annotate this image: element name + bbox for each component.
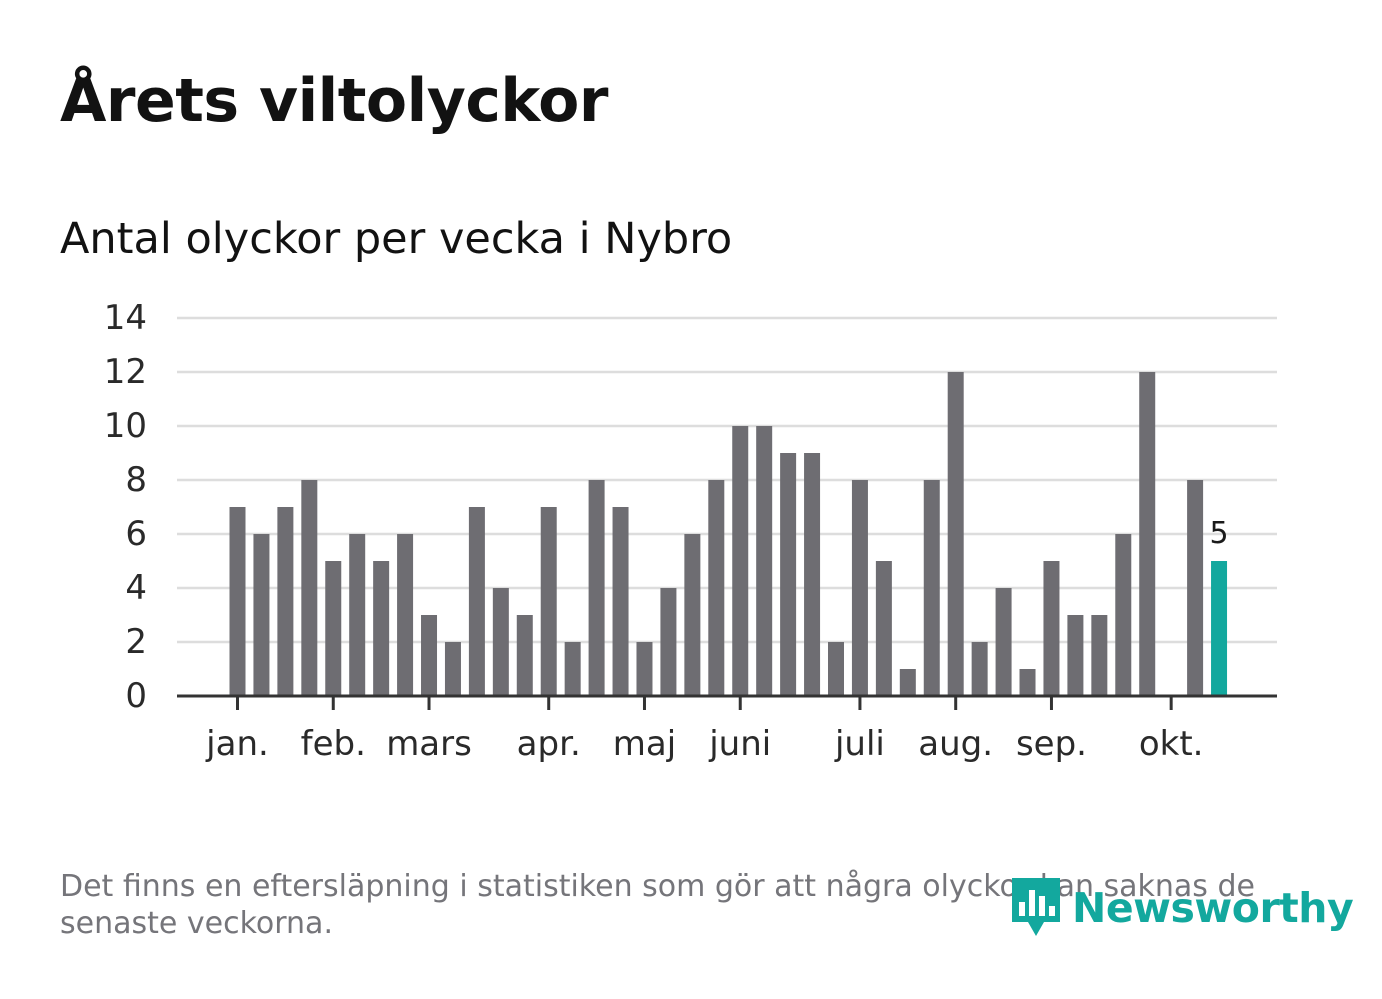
bar-week-27 — [851, 480, 868, 696]
x-tick-label-jan.: jan. — [205, 724, 269, 764]
bar-week-35 — [1043, 561, 1060, 696]
bar-week-7 — [373, 561, 390, 696]
y-tick-label-12: 12 — [104, 352, 147, 392]
x-tick-label-mars: mars — [386, 724, 472, 764]
y-tick-label-0: 0 — [125, 676, 147, 716]
bar-week-30 — [923, 480, 940, 696]
bar-week-21 — [708, 480, 725, 696]
y-tick-label-6: 6 — [125, 514, 147, 554]
bar-week-18 — [636, 642, 653, 696]
bar-week-1 — [229, 507, 246, 696]
bars — [229, 372, 1228, 696]
y-tick-label-14: 14 — [104, 298, 147, 338]
bar-week-13 — [516, 615, 533, 696]
x-axis: jan. feb. mars apr. maj juni juli aug. sep. okt. — [177, 694, 1277, 764]
bar-week-26 — [828, 642, 844, 696]
bar-week-9 — [421, 615, 438, 696]
bar-week-10 — [444, 642, 461, 696]
y-axis-ticks: 0 2 4 6 8 10 12 14 — [104, 298, 147, 716]
bar-week-16 — [588, 480, 605, 696]
newsworthy-logo-icon — [1012, 878, 1060, 936]
bar-week-12 — [492, 588, 509, 696]
bar-week-33 — [995, 588, 1012, 696]
bar-week-8 — [397, 534, 414, 696]
bar-week-4 — [301, 480, 318, 696]
x-tick-label-okt.: okt. — [1139, 724, 1204, 764]
bar-week-20 — [684, 534, 701, 696]
data-labels: 5 — [1209, 516, 1228, 551]
bar-week-39 — [1139, 372, 1156, 696]
bar-week-34 — [1019, 669, 1036, 696]
x-tick-label-apr.: apr. — [517, 724, 581, 764]
x-tick-label-maj: maj — [613, 724, 676, 764]
chart-subtitle: Antal olyckor per vecka i Nybro — [60, 214, 733, 264]
y-tick-label-10: 10 — [104, 406, 147, 446]
bar-week-31 — [947, 372, 964, 696]
bar-week-41 — [1187, 480, 1204, 696]
bar-week-24 — [780, 453, 797, 696]
bar-week-42 — [1211, 561, 1228, 696]
bar-week-15 — [564, 642, 581, 696]
bar-week-38 — [1115, 534, 1132, 696]
bar-week-25 — [804, 453, 821, 696]
y-tick-label-4: 4 — [125, 568, 147, 608]
bar-week-22 — [732, 426, 749, 696]
bar-week-37 — [1091, 615, 1108, 696]
bar-week-23 — [756, 426, 773, 696]
newsworthy-logo-text: Newsworthy — [1072, 884, 1354, 932]
bar-week-36 — [1067, 615, 1084, 696]
bar-week-14 — [540, 507, 557, 696]
chart-title: Årets viltolyckor — [60, 66, 609, 136]
x-tick-label-juni: juni — [708, 724, 771, 764]
bar-week-11 — [468, 507, 485, 696]
bar-week-28 — [875, 561, 892, 696]
bar-chart: 0 2 4 6 8 10 12 14 jan. feb. mars apr. maj juni juli a… — [104, 298, 1277, 764]
x-tick-label-juli: juli — [834, 724, 885, 764]
bar-week-17 — [612, 507, 629, 696]
y-tick-label-2: 2 — [125, 622, 147, 662]
bar-week-3 — [277, 507, 294, 696]
bar-week-32 — [971, 642, 988, 696]
gridlines — [177, 316, 1277, 644]
bar-week-29 — [899, 669, 916, 696]
bar-week-19 — [660, 588, 677, 696]
x-tick-label-feb.: feb. — [301, 724, 366, 764]
newsworthy-logo[interactable]: Newsworthy — [1010, 876, 1354, 940]
x-tick-label-sep.: sep. — [1016, 724, 1087, 764]
data-label-highlight: 5 — [1209, 516, 1228, 551]
y-tick-label-8: 8 — [125, 460, 147, 500]
bar-week-2 — [253, 534, 270, 696]
bar-week-6 — [349, 534, 366, 696]
x-tick-label-aug.: aug. — [918, 724, 993, 764]
bar-week-5 — [325, 561, 342, 696]
